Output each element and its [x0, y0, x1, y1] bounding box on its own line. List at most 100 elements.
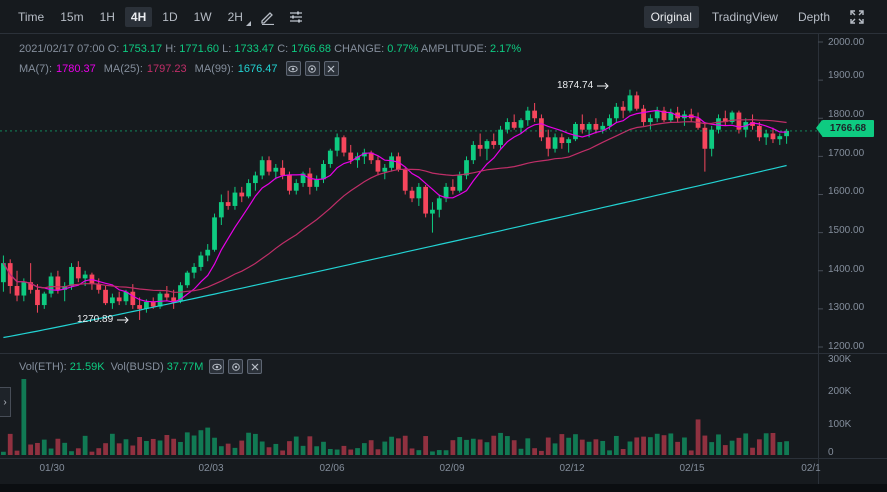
close-icon[interactable]	[323, 61, 339, 76]
price-axis-label: 1300.00	[828, 302, 865, 313]
timeframe-more-dropdown[interactable]: 2H	[222, 7, 251, 27]
eye-icon[interactable]	[285, 61, 301, 76]
volume-bar	[157, 440, 163, 455]
vol-eth-label: Vol(ETH):	[19, 360, 67, 373]
volume-bar	[716, 434, 721, 455]
dropdown-corner-icon	[245, 20, 251, 26]
volume-bar	[389, 436, 394, 455]
volume-bar	[89, 451, 95, 455]
candle-body	[62, 286, 68, 290]
candle-body	[103, 289, 108, 304]
open-label: O:	[107, 43, 120, 55]
volume-bar	[164, 435, 170, 455]
timeframe-1w[interactable]: 1W	[193, 9, 212, 24]
vol-busd-label: Vol(BUSD)	[110, 360, 164, 373]
volume-bar	[287, 441, 292, 455]
candle-body	[246, 183, 251, 197]
volume-bar	[96, 448, 102, 455]
candle-body	[736, 112, 742, 130]
ma25-label: MA(25):	[103, 62, 143, 75]
candle-body	[355, 156, 360, 161]
candle-body	[280, 167, 286, 176]
candle-body	[348, 152, 354, 161]
volume-bar	[457, 437, 463, 455]
volume-bar	[729, 440, 735, 455]
volume-bar	[334, 449, 340, 455]
volume-bar	[341, 445, 347, 455]
candle-body	[702, 127, 708, 149]
candle-body	[552, 137, 558, 149]
candle-body	[75, 266, 81, 279]
volume-legend: Vol(ETH): 21.59K Vol(BUSD) 37.77M	[19, 359, 266, 374]
volume-bar	[491, 435, 497, 455]
ma-legend: MA(7): 1780.37 MA(25): 1797.23 MA(99): 1…	[19, 61, 343, 76]
candle-body	[729, 112, 735, 123]
volume-bar	[607, 450, 612, 455]
settings-icon[interactable]	[304, 61, 320, 76]
timeframe-15m[interactable]: 15m	[60, 9, 84, 24]
volume-bar	[402, 435, 408, 455]
candle-body	[498, 129, 503, 145]
volume-bar	[620, 449, 626, 455]
volume-bar	[130, 445, 136, 455]
ma99-value: 1676.47	[237, 62, 278, 75]
candle-body	[436, 198, 442, 210]
volume-bar	[430, 451, 435, 455]
sliders-icon[interactable]	[287, 8, 305, 26]
candle-body	[525, 110, 531, 121]
volume-bar	[266, 447, 272, 455]
volume-bar	[191, 435, 197, 455]
pencil-icon[interactable]	[259, 8, 277, 26]
fullscreen-icon[interactable]	[849, 9, 865, 25]
candle-body	[634, 95, 640, 109]
volume-eye-icon[interactable]	[209, 359, 225, 374]
volume-close-icon[interactable]	[247, 359, 263, 374]
candle-body	[716, 118, 721, 130]
candle-body	[457, 175, 463, 191]
price-axis-label: 1500.00	[828, 225, 865, 236]
candle-body	[661, 110, 667, 121]
timeframe-time[interactable]: Time	[18, 9, 45, 24]
candle-body	[579, 123, 585, 130]
candle-body	[532, 110, 537, 119]
volume-bar	[109, 433, 115, 455]
arrow-right-icon	[597, 82, 609, 89]
candle-body	[368, 152, 374, 161]
tab-depth[interactable]: Depth	[797, 10, 830, 24]
volume-bar	[532, 448, 537, 455]
volume-bar	[688, 450, 694, 455]
volume-bar	[736, 437, 742, 455]
candle-body	[763, 133, 769, 138]
tab-tradingview[interactable]: TradingView	[711, 10, 778, 24]
volume-bar	[450, 440, 456, 455]
candle-body	[14, 286, 20, 296]
expand-panel-button[interactable]: ›	[0, 387, 11, 417]
high-value: 1771.60	[179, 43, 220, 55]
vol-busd-value: 37.77M	[166, 360, 204, 373]
low-label: L:	[222, 43, 232, 55]
price-axis-label: 1700.00	[828, 148, 865, 159]
timeframe-4h[interactable]: 4H	[124, 6, 153, 27]
candle-body	[613, 106, 619, 119]
timeframe-1d[interactable]: 1D	[162, 9, 178, 24]
vol-eth-value: 21.59K	[69, 360, 105, 373]
ma25-line	[2, 118, 787, 293]
view-tabs: Original TradingView Depth	[643, 0, 887, 34]
timeframe-1h[interactable]: 1H	[99, 9, 115, 24]
candle-body	[573, 123, 578, 140]
candle-body	[82, 274, 88, 279]
volume-bar	[695, 419, 701, 455]
tab-original[interactable]: Original	[643, 6, 699, 28]
volume-bar	[464, 439, 469, 455]
volume-bar	[82, 435, 88, 455]
volume-bar	[171, 438, 177, 455]
volume-settings-icon[interactable]	[228, 359, 244, 374]
price-axis-label: 1400.00	[828, 264, 865, 275]
volume-bar	[307, 436, 313, 455]
volume-bar	[627, 441, 633, 455]
volume-bar	[1, 451, 6, 455]
candle-body	[178, 285, 183, 302]
candle-body	[259, 160, 265, 176]
candle-body	[41, 293, 47, 306]
